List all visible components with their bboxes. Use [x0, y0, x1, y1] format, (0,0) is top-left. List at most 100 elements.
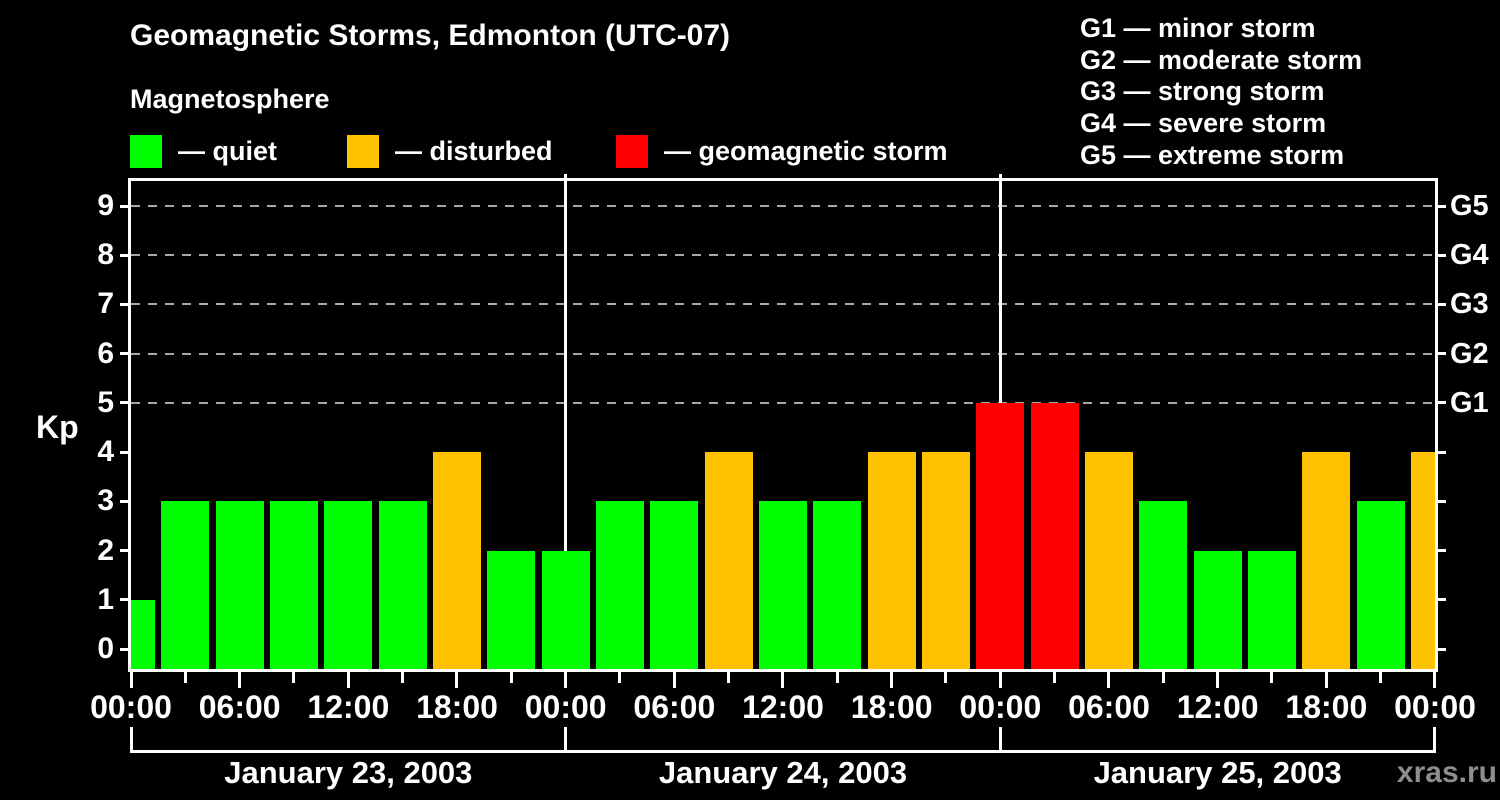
- g-scale-legend-line: G3 — strong storm: [1080, 76, 1325, 107]
- gridline-kp5: [131, 401, 1435, 404]
- kp-bar: [813, 501, 862, 669]
- kp-bar: [161, 501, 210, 669]
- x-tick-major: [238, 672, 242, 688]
- g-axis-label-g2: G2: [1450, 337, 1489, 370]
- y-tick-label: 9: [97, 189, 114, 223]
- y-tick-left: [120, 549, 128, 553]
- g-axis-label-g4: G4: [1450, 239, 1489, 272]
- chart-title: Geomagnetic Storms, Edmonton (UTC-07): [130, 19, 731, 52]
- x-tick-minor: [835, 672, 839, 683]
- y-axis-label: Kp: [36, 409, 79, 445]
- g-axis-label-g5: G5: [1450, 190, 1489, 223]
- x-tick-label: 12:00: [742, 689, 824, 725]
- kp-bar: [921, 452, 970, 669]
- legend-label-storm: — geomagnetic storm: [664, 136, 948, 166]
- x-tick-label: 12:00: [307, 689, 390, 725]
- kp-bar: [432, 452, 481, 669]
- day-boundary-line: [564, 181, 568, 669]
- day-boundary-nub: [564, 174, 568, 178]
- x-tick-major: [890, 672, 894, 688]
- day-bracket-line: [131, 750, 1435, 753]
- y-tick-label: 7: [97, 287, 114, 321]
- day-bracket-tick: [1433, 727, 1437, 753]
- x-tick-major: [564, 672, 568, 688]
- y-tick-label: 1: [97, 582, 114, 616]
- x-tick-major: [1433, 672, 1437, 688]
- y-tick-right: [1438, 549, 1446, 553]
- legend-swatch-disturbed: [347, 135, 379, 168]
- y-tick-right: [1438, 647, 1446, 651]
- kp-bar: [378, 501, 427, 669]
- g-scale-legend-line: G4 — severe storm: [1080, 108, 1327, 139]
- kp-bar: [650, 501, 699, 669]
- g-axis-label-g3: G3: [1450, 288, 1489, 321]
- kp-bar: [324, 501, 373, 669]
- x-tick-major: [781, 672, 785, 688]
- frame-top: [128, 178, 1438, 181]
- kp-bar: [487, 550, 536, 669]
- plot-area: [131, 181, 1435, 669]
- x-tick-major: [1216, 672, 1220, 688]
- x-tick-label: 00:00: [90, 689, 172, 725]
- day-label: January 25, 2003: [1093, 755, 1342, 790]
- kp-bar: [1193, 550, 1242, 669]
- frame-left: [128, 178, 131, 672]
- y-tick-right: [1438, 450, 1446, 454]
- x-tick-label: 06:00: [633, 689, 716, 725]
- x-tick-major: [998, 672, 1002, 688]
- y-tick-right: [1438, 401, 1446, 405]
- y-tick-left: [120, 204, 128, 208]
- kp-bar: [1410, 452, 1435, 669]
- kp-bar: [867, 452, 916, 669]
- y-tick-left: [120, 302, 128, 306]
- x-tick-label: 00:00: [524, 689, 607, 725]
- gridline-kp8: [131, 254, 1435, 257]
- x-tick-minor: [618, 672, 622, 683]
- frame-right: [1435, 178, 1438, 672]
- y-tick-label: 5: [97, 385, 114, 419]
- legend-label-quiet: — quiet: [178, 136, 277, 166]
- x-tick-label: 18:00: [416, 689, 498, 725]
- x-tick-label: 18:00: [850, 689, 933, 725]
- x-tick-label: 18:00: [1285, 689, 1368, 725]
- kp-bar: [1247, 550, 1296, 669]
- x-tick-major: [346, 672, 350, 688]
- legend-label-disturbed: — disturbed: [395, 136, 553, 166]
- gridline-kp9: [131, 205, 1435, 208]
- x-tick-major: [1107, 672, 1111, 688]
- kp-bar: [595, 501, 644, 669]
- x-tick-label: 00:00: [959, 689, 1042, 725]
- kp-bar: [1084, 452, 1133, 669]
- x-tick-minor: [1270, 672, 1274, 683]
- y-tick-left: [120, 352, 128, 356]
- y-tick-left: [120, 401, 128, 405]
- x-tick-label: 00:00: [1394, 689, 1476, 725]
- kp-bar: [131, 599, 155, 669]
- kp-bar: [541, 550, 590, 669]
- x-tick-major: [129, 672, 133, 688]
- kp-bar: [269, 501, 318, 669]
- day-bracket-tick: [129, 727, 133, 753]
- g-scale-legend-line: G5 — extreme storm: [1080, 139, 1345, 170]
- day-label: January 24, 2003: [658, 755, 908, 790]
- gridline-kp6: [131, 352, 1435, 355]
- x-tick-minor: [944, 672, 948, 683]
- x-tick-minor: [727, 672, 731, 683]
- chart-subtitle: Magnetosphere: [130, 84, 330, 114]
- x-tick-label: 06:00: [198, 689, 281, 725]
- y-tick-label: 3: [97, 484, 114, 518]
- x-tick-minor: [1379, 672, 1383, 683]
- x-tick-major: [1324, 672, 1328, 688]
- kp-bar: [976, 402, 1025, 669]
- day-bracket-tick: [998, 727, 1002, 753]
- gridline-kp7: [131, 303, 1435, 306]
- x-tick-major: [455, 672, 459, 688]
- y-tick-right: [1438, 352, 1446, 356]
- y-tick-left: [120, 499, 128, 503]
- x-tick-minor: [509, 672, 513, 683]
- y-tick-right: [1438, 499, 1446, 503]
- kp-bar: [704, 452, 753, 669]
- x-tick-minor: [292, 672, 296, 683]
- y-tick-left: [120, 598, 128, 602]
- y-tick-label: 6: [97, 336, 114, 370]
